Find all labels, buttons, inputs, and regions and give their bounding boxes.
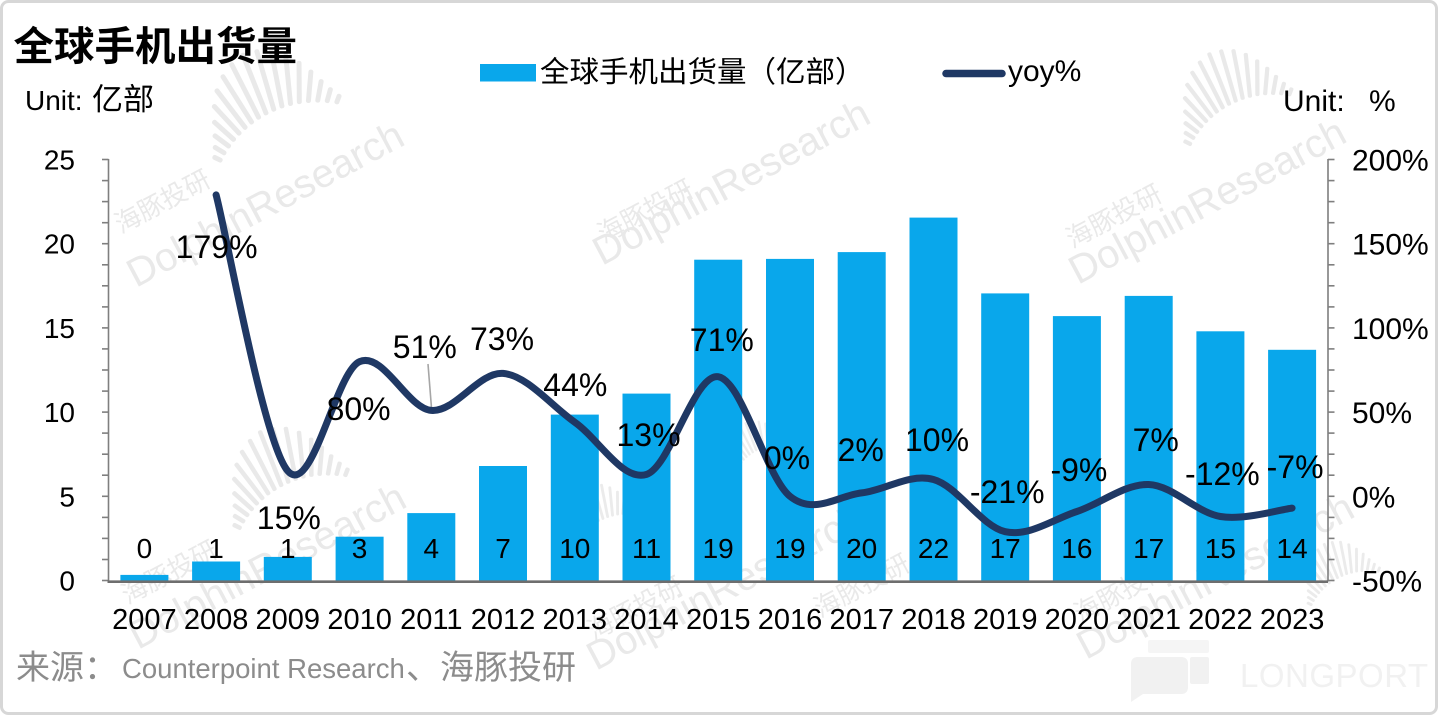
svg-text:10: 10 (559, 533, 590, 564)
svg-text:Unit:: Unit: (1283, 85, 1345, 118)
svg-text:1: 1 (280, 533, 296, 564)
svg-text:2014: 2014 (614, 604, 679, 636)
svg-text:19: 19 (774, 533, 805, 564)
svg-text:yoy%: yoy% (1008, 55, 1081, 88)
svg-text:10: 10 (44, 397, 75, 428)
svg-text:14: 14 (1277, 533, 1308, 564)
svg-text:3: 3 (352, 533, 368, 564)
svg-text:2020: 2020 (1045, 604, 1110, 636)
svg-text:2011: 2011 (400, 604, 462, 636)
svg-text:44%: 44% (543, 367, 607, 403)
svg-text:7: 7 (495, 533, 511, 564)
svg-text:80%: 80% (327, 391, 391, 427)
svg-text:2008: 2008 (184, 604, 249, 636)
svg-text:100%: 100% (1352, 313, 1429, 346)
svg-text:73%: 73% (470, 321, 534, 357)
svg-text:200%: 200% (1352, 145, 1429, 178)
svg-text:2016: 2016 (758, 604, 823, 636)
svg-text:-21%: -21% (970, 474, 1045, 510)
svg-text:15%: 15% (257, 500, 321, 536)
svg-text:20: 20 (44, 229, 75, 260)
svg-text:-9%: -9% (1050, 452, 1107, 488)
svg-text:20: 20 (846, 533, 877, 564)
svg-text:0%: 0% (1352, 481, 1395, 514)
svg-text:-12%: -12% (1185, 456, 1260, 492)
svg-text:2019: 2019 (973, 604, 1038, 636)
svg-text:19: 19 (703, 533, 734, 564)
svg-text:%: % (1369, 85, 1396, 118)
svg-text:2009: 2009 (256, 604, 321, 636)
svg-text:13%: 13% (616, 417, 680, 453)
svg-text:0%: 0% (764, 440, 810, 476)
svg-text:4: 4 (424, 533, 440, 564)
svg-text:5: 5 (59, 481, 75, 512)
svg-text:179%: 179% (176, 229, 258, 265)
svg-text:LONGPORT: LONGPORT (1240, 657, 1429, 694)
svg-text:50%: 50% (1352, 397, 1412, 430)
svg-text:2013: 2013 (543, 604, 608, 636)
svg-text:2015: 2015 (686, 604, 751, 636)
svg-text:2%: 2% (838, 432, 884, 468)
svg-text:15: 15 (1205, 533, 1236, 564)
svg-text:71%: 71% (690, 322, 754, 358)
svg-text:11: 11 (632, 533, 661, 564)
svg-text:51%: 51% (393, 329, 457, 365)
svg-text:0: 0 (59, 566, 75, 597)
svg-text:22: 22 (918, 533, 949, 564)
svg-text:150%: 150% (1352, 229, 1429, 262)
svg-text:1: 1 (208, 533, 224, 564)
svg-text:2022: 2022 (1188, 604, 1253, 636)
svg-text:-50%: -50% (1352, 566, 1422, 599)
svg-text:25: 25 (44, 145, 75, 176)
svg-text:2018: 2018 (901, 604, 966, 636)
svg-text:15: 15 (44, 313, 75, 344)
svg-text:10%: 10% (905, 422, 969, 458)
svg-text:7%: 7% (1133, 422, 1179, 458)
svg-text:2010: 2010 (327, 604, 392, 636)
svg-text:-7%: -7% (1267, 449, 1324, 485)
svg-text:2017: 2017 (829, 604, 894, 636)
svg-text:17: 17 (1133, 533, 1164, 564)
svg-text:Unit:: Unit: (25, 85, 83, 116)
svg-text:17: 17 (990, 533, 1021, 564)
svg-text:2023: 2023 (1260, 604, 1325, 636)
svg-text:Counterpoint Research: Counterpoint Research (122, 653, 405, 684)
svg-text:0: 0 (137, 533, 153, 564)
svg-text:2007: 2007 (112, 604, 177, 636)
svg-text:2012: 2012 (471, 604, 536, 636)
svg-text:16: 16 (1061, 533, 1092, 564)
svg-text:2021: 2021 (1116, 604, 1181, 636)
